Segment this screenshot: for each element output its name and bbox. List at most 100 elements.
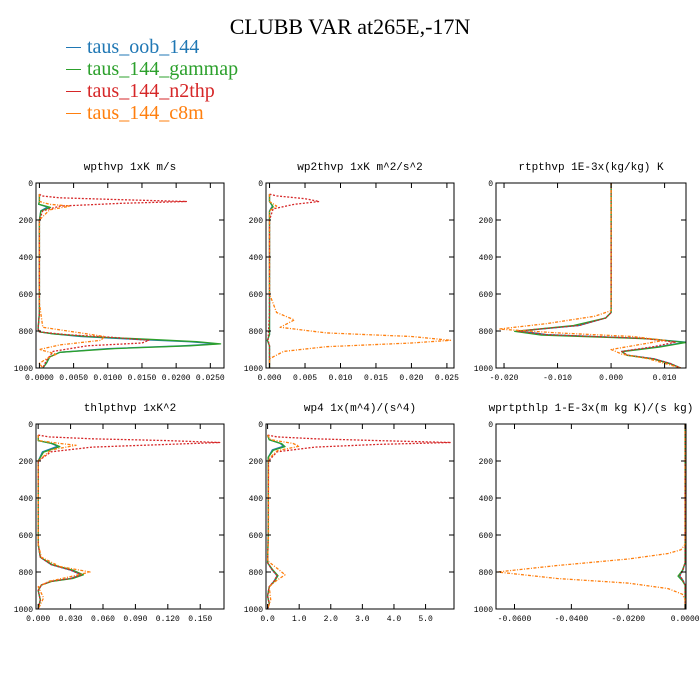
- x-tick-label: -0.020: [490, 374, 519, 383]
- x-tick-label: 0.030: [59, 615, 83, 624]
- y-tick-label: 200: [19, 217, 34, 226]
- x-tick-label: 0.0050: [59, 374, 88, 383]
- subplot-title: wp2thvp 1xK m^2/s^2: [297, 162, 422, 174]
- series-line: [37, 193, 188, 368]
- y-tick-label: 0: [488, 421, 493, 430]
- x-tick-label: -0.010: [543, 374, 572, 383]
- x-tick-label: 0.0100: [93, 374, 122, 383]
- legend-entry: taus_144_gammap: [66, 58, 238, 80]
- subplot-title: wp4 1x(m^4)/(s^4): [304, 403, 416, 415]
- series-line: [37, 435, 91, 609]
- x-tick-label: 4.0: [387, 615, 402, 624]
- y-tick-label: 800: [479, 569, 494, 578]
- series-group: [37, 193, 222, 368]
- subplot-title: thlpthvp 1xK^2: [84, 403, 176, 415]
- y-tick-label: 1000: [474, 606, 493, 615]
- y-tick-label: 1000: [14, 606, 33, 615]
- x-tick-label: 0.090: [123, 615, 147, 624]
- x-tick-label: -0.0400: [555, 615, 589, 624]
- y-tick-label: 400: [479, 254, 494, 263]
- plot-frame: [495, 423, 687, 610]
- x-tick-label: 0.0: [260, 615, 275, 624]
- legend-label: taus_oob_144: [87, 36, 200, 58]
- y-tick-label: 200: [249, 458, 264, 467]
- y-tick-label: 600: [249, 291, 264, 300]
- y-tick-label: 0: [258, 421, 263, 430]
- x-tick-label: 5.0: [418, 615, 433, 624]
- y-tick-label: 400: [249, 254, 264, 263]
- x-tick-label: 0.010: [653, 374, 677, 383]
- y-tick-label: 800: [249, 328, 264, 337]
- x-tick-label: -0.0600: [498, 615, 532, 624]
- series-line: [267, 193, 320, 368]
- legend-entry: taus_144_n2thp: [66, 80, 238, 102]
- y-tick-label: 200: [479, 458, 494, 467]
- plot-frame: [265, 182, 455, 369]
- y-tick-label: 200: [249, 217, 264, 226]
- series-line: [496, 424, 686, 609]
- y-tick-label: 1000: [474, 365, 493, 374]
- series-group: [37, 434, 221, 609]
- y-tick-label: 1000: [14, 365, 33, 374]
- y-tick-label: 800: [249, 569, 264, 578]
- x-tick-label: 0.0150: [128, 374, 157, 383]
- y-tick-label: 1000: [244, 606, 263, 615]
- series-line: [268, 194, 452, 368]
- legend-label: taus_144_gammap: [87, 58, 239, 80]
- x-tick-label: 2.0: [324, 615, 339, 624]
- legend-swatch: [66, 68, 81, 70]
- plot-frame: [265, 423, 455, 610]
- x-tick-label: 0.020: [399, 374, 423, 383]
- series-line: [37, 434, 221, 609]
- series-line: [498, 183, 681, 368]
- y-tick-label: 800: [479, 328, 494, 337]
- legend-label: taus_144_n2thp: [87, 80, 215, 102]
- x-tick-label: 0.0000: [671, 615, 700, 624]
- x-tick-label: 1.0: [292, 615, 307, 624]
- series-line: [37, 194, 222, 368]
- legend-label: taus_144_c8m: [87, 102, 204, 124]
- plot-frame: [35, 423, 225, 610]
- series-group: [496, 424, 686, 609]
- series-line: [266, 434, 452, 609]
- y-tick-label: 600: [19, 291, 34, 300]
- y-tick-label: 200: [19, 458, 34, 467]
- y-tick-label: 0: [28, 421, 33, 430]
- series-line: [38, 194, 106, 368]
- y-tick-label: 0: [258, 180, 263, 189]
- x-tick-label: 0.0250: [196, 374, 225, 383]
- x-tick-label: 0.0000: [25, 374, 54, 383]
- y-tick-label: 1000: [244, 365, 263, 374]
- subplot: wp2thvp 1xK m^2/s^2 0 200 400 600 800 10000.00…: [244, 162, 459, 383]
- legend: taus_oob_144 taus_144_gammap taus_144_n2…: [66, 36, 238, 124]
- y-tick-label: 400: [479, 495, 494, 504]
- subplot: wprtpthlp 1-E-3x(m kg K)/(s kg) 0 200 400 60…: [474, 403, 700, 624]
- x-tick-label: 3.0: [355, 615, 370, 624]
- y-tick-label: 0: [488, 180, 493, 189]
- series-group: [498, 183, 686, 368]
- x-tick-label: 0.060: [91, 615, 115, 624]
- series-group: [266, 193, 452, 368]
- y-tick-label: 200: [479, 217, 494, 226]
- y-tick-label: 0: [28, 180, 33, 189]
- plot-frame: [35, 182, 225, 369]
- x-tick-label: 0.150: [188, 615, 212, 624]
- y-tick-label: 600: [479, 291, 494, 300]
- subplot-title: wpthvp 1xK m/s: [84, 162, 176, 174]
- y-tick-label: 600: [249, 532, 264, 541]
- legend-entry: taus_oob_144: [66, 36, 238, 58]
- y-tick-label: 400: [19, 254, 34, 263]
- x-tick-label: 0.000: [258, 374, 282, 383]
- legend-swatch: [66, 90, 81, 92]
- y-tick-label: 600: [19, 532, 34, 541]
- series-group: [266, 434, 452, 609]
- page-title: CLUBB VAR at265E,-17N: [229, 14, 471, 39]
- subplot-title: rtpthvp 1E-3x(kg/kg) K: [518, 162, 664, 174]
- x-tick-label: 0.120: [156, 615, 180, 624]
- y-tick-label: 800: [19, 569, 34, 578]
- y-tick-label: 400: [249, 495, 264, 504]
